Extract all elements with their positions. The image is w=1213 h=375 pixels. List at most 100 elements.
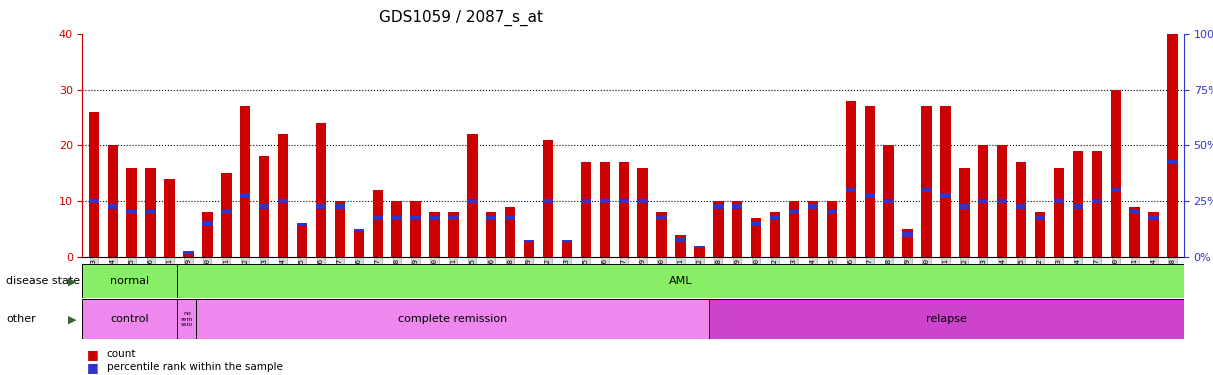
Bar — [599, 162, 610, 257]
Bar — [1054, 168, 1064, 257]
Bar — [997, 199, 1008, 203]
Bar — [203, 221, 212, 226]
Bar — [108, 146, 118, 257]
Bar — [713, 201, 723, 257]
Bar — [1167, 160, 1178, 164]
Bar — [694, 246, 705, 257]
Bar — [1016, 204, 1026, 209]
Bar — [392, 216, 402, 220]
Bar — [353, 229, 364, 257]
Bar — [808, 201, 819, 257]
Bar — [183, 251, 194, 257]
Bar — [315, 123, 326, 257]
Bar — [676, 238, 685, 242]
Bar — [845, 188, 856, 192]
Bar — [278, 134, 289, 257]
Bar — [770, 216, 780, 220]
Bar — [197, 299, 710, 339]
Text: percentile rank within the sample: percentile rank within the sample — [107, 363, 283, 372]
Bar — [221, 210, 232, 214]
Text: control: control — [110, 314, 149, 324]
Bar — [297, 224, 307, 257]
Bar — [619, 162, 628, 257]
Bar — [599, 199, 610, 203]
Bar — [865, 193, 875, 198]
Bar — [638, 168, 648, 257]
Bar — [1111, 188, 1121, 192]
Bar — [429, 216, 439, 220]
Text: ■: ■ — [87, 361, 99, 374]
Bar — [1092, 151, 1103, 257]
Bar — [619, 199, 628, 203]
Bar — [183, 251, 194, 254]
Text: relapse: relapse — [926, 314, 967, 324]
Bar — [751, 218, 762, 257]
Bar — [372, 190, 383, 257]
Bar — [1016, 162, 1026, 257]
Bar — [448, 212, 459, 257]
Bar — [524, 240, 534, 257]
Bar — [448, 216, 459, 220]
Bar — [1054, 199, 1064, 203]
Bar — [392, 201, 402, 257]
Bar — [676, 235, 685, 257]
Text: ▶: ▶ — [68, 315, 76, 324]
Bar — [258, 204, 269, 209]
Bar — [770, 212, 780, 257]
Text: normal: normal — [110, 276, 149, 286]
Text: disease state: disease state — [6, 276, 80, 286]
Bar — [808, 204, 819, 209]
Bar — [203, 212, 212, 257]
Bar — [146, 210, 155, 214]
Bar — [89, 112, 99, 257]
Bar — [978, 146, 989, 257]
Bar — [353, 229, 364, 231]
Bar — [751, 221, 762, 226]
Bar — [713, 204, 723, 209]
Bar — [258, 156, 269, 257]
Bar — [638, 199, 648, 203]
Bar — [1035, 212, 1046, 257]
Bar — [278, 199, 289, 203]
Bar — [126, 168, 137, 257]
Bar — [240, 106, 250, 257]
Bar — [410, 201, 421, 257]
Bar — [940, 106, 951, 257]
Bar — [845, 101, 856, 257]
Bar — [827, 201, 837, 257]
Bar — [486, 216, 496, 220]
Text: no
rem
ssio: no rem ssio — [181, 311, 193, 327]
Bar — [410, 216, 421, 220]
Bar — [940, 193, 951, 198]
Bar — [656, 216, 667, 220]
Bar — [1111, 90, 1121, 257]
Text: GDS1059 / 2087_s_at: GDS1059 / 2087_s_at — [378, 9, 543, 26]
Bar — [240, 193, 250, 198]
Bar — [562, 240, 573, 242]
Bar — [1167, 34, 1178, 257]
Bar — [656, 212, 667, 257]
Bar — [82, 264, 177, 298]
Bar — [543, 199, 553, 203]
Bar — [505, 207, 516, 257]
Bar — [108, 204, 118, 209]
Bar — [922, 106, 932, 257]
Bar — [1035, 216, 1046, 220]
Bar — [1072, 151, 1083, 257]
Bar — [1129, 210, 1140, 214]
Text: ■: ■ — [87, 348, 99, 361]
Bar — [1072, 204, 1083, 209]
Bar — [1092, 199, 1103, 203]
Bar — [902, 229, 913, 257]
Bar — [902, 232, 913, 237]
Bar — [883, 146, 894, 257]
Bar — [524, 240, 534, 242]
Bar — [126, 210, 137, 214]
Bar — [1149, 216, 1158, 220]
Bar — [429, 212, 439, 257]
Text: count: count — [107, 350, 136, 359]
Bar — [146, 168, 155, 257]
Bar — [733, 204, 742, 209]
Bar — [997, 146, 1008, 257]
Bar — [505, 216, 516, 220]
